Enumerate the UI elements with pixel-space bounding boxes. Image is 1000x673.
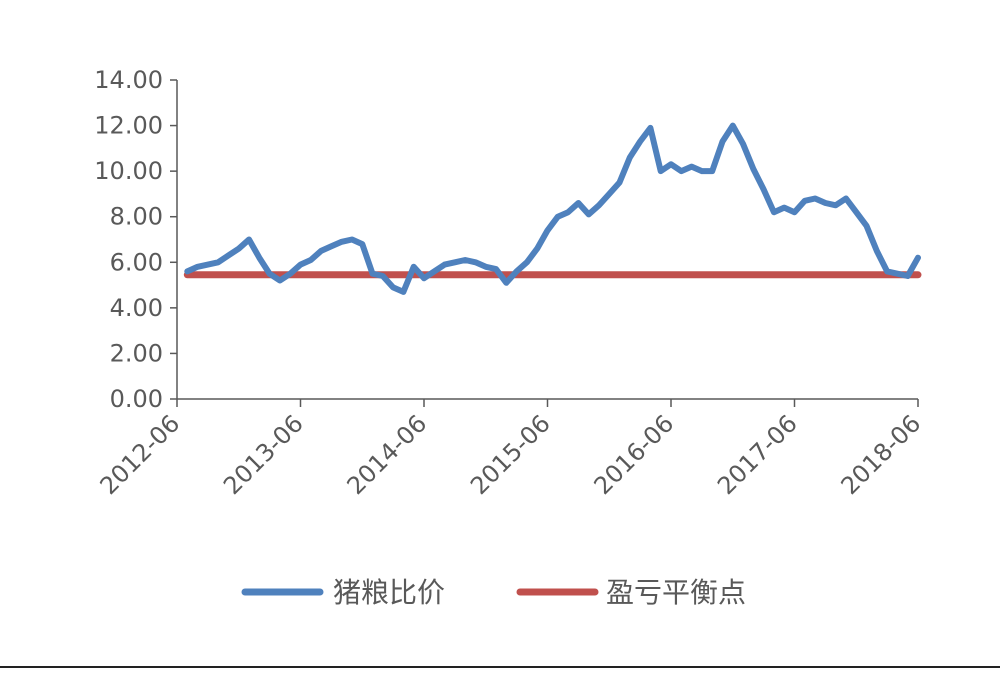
series-line-breakeven <box>184 122 921 295</box>
y-tick-label: 6.00 <box>110 248 163 276</box>
legend-item-breakeven: 盈亏平衡点 <box>516 576 746 609</box>
legend-label: 猪粮比价 <box>333 576 445 609</box>
x-tick-label: 2015-06 <box>465 409 556 500</box>
y-tick-label: 10.00 <box>94 157 163 185</box>
x-axis: 2012-06 2013-06 2014-06 2015-06 2016-06 2017-… <box>95 398 927 500</box>
x-tick-label: 2014-06 <box>342 409 433 500</box>
y-tick-label: 0.00 <box>110 385 163 413</box>
y-axis: 0.00 2.00 4.00 6.00 8.00 10.00 12.00 14.00 <box>94 66 178 413</box>
y-tick-label: 2.00 <box>110 339 163 367</box>
y-tick-label: 12.00 <box>94 112 163 140</box>
series-layer <box>183 122 922 295</box>
y-tick-label: 14.00 <box>94 66 163 94</box>
x-tick-label: 2012-06 <box>95 409 186 500</box>
legend: 猪粮比价 盈亏平衡点 <box>241 576 746 609</box>
y-tick-label: 4.00 <box>110 294 163 322</box>
x-tick-label: 2018-06 <box>836 409 927 500</box>
x-tick-label: 2016-06 <box>589 409 680 500</box>
x-tick-label: 2017-06 <box>712 409 803 500</box>
y-tick-label: 8.00 <box>110 203 163 231</box>
x-tick-label: 2013-06 <box>218 409 309 500</box>
legend-label: 盈亏平衡点 <box>606 576 746 609</box>
legend-item-hog-grain-ratio: 猪粮比价 <box>241 576 445 609</box>
